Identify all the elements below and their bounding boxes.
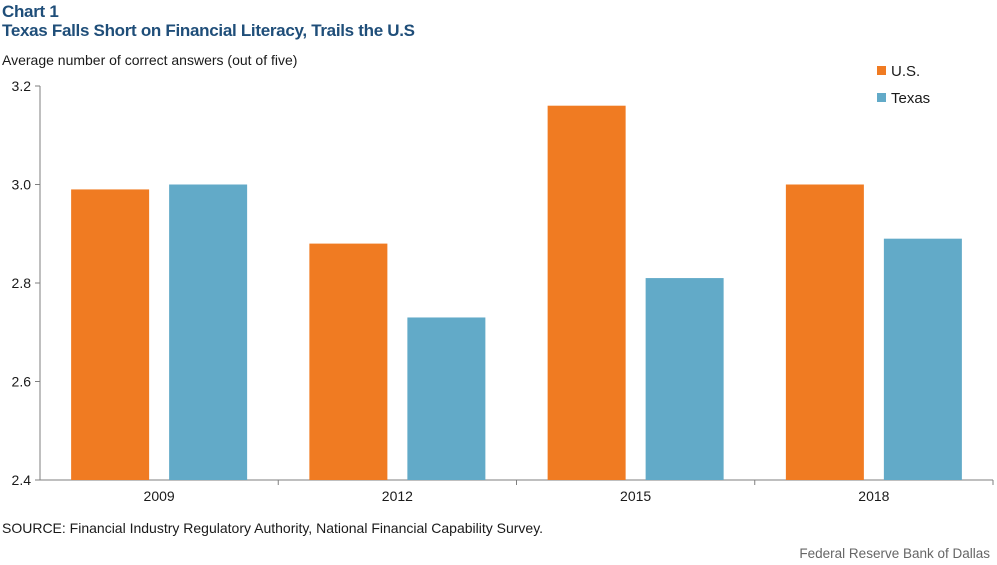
bar-us-2009 — [71, 189, 150, 481]
bar-us-2015 — [547, 105, 626, 480]
plot-area: 2.4 2.6 2.8 3.0 3.2 2009 2012 2015 2018 — [12, 78, 994, 504]
y-tick-label: 3.0 — [12, 177, 32, 193]
bar-texas-2012 — [407, 317, 486, 480]
y-tick-label: 2.6 — [12, 374, 32, 390]
x-tick-label: 2012 — [382, 488, 413, 504]
chart-label: Chart 1 — [2, 2, 59, 21]
x-tick-label: 2009 — [144, 488, 175, 504]
bar-texas-2009 — [169, 184, 248, 480]
legend-swatch-texas — [877, 93, 886, 102]
bar-texas-2015 — [645, 278, 724, 480]
x-tick-label: 2015 — [620, 488, 651, 504]
x-tick-label: 2018 — [858, 488, 889, 504]
bar-chart: 2.4 2.6 2.8 3.0 3.2 2009 2012 2015 2018 U.S. Texa… — [12, 63, 994, 504]
bar-texas-2018 — [883, 238, 962, 480]
y-tick-label: 2.8 — [12, 275, 32, 291]
source-note: SOURCE: Financial Industry Regulatory Au… — [2, 520, 544, 536]
y-tick-label: 3.2 — [12, 78, 32, 94]
credit-line: Federal Reserve Bank of Dallas — [799, 546, 990, 561]
chart-title: Texas Falls Short on Financial Literacy,… — [2, 21, 415, 40]
bar-us-2018 — [785, 184, 864, 480]
legend-label: U.S. — [891, 63, 920, 80]
y-axis-label: Average number of correct answers (out o… — [2, 52, 298, 68]
legend-label: Texas — [891, 90, 930, 107]
legend-swatch-us — [877, 66, 886, 75]
y-tick-label: 2.4 — [12, 472, 32, 488]
bar-us-2012 — [309, 243, 388, 480]
legend: U.S. Texas — [877, 63, 930, 107]
